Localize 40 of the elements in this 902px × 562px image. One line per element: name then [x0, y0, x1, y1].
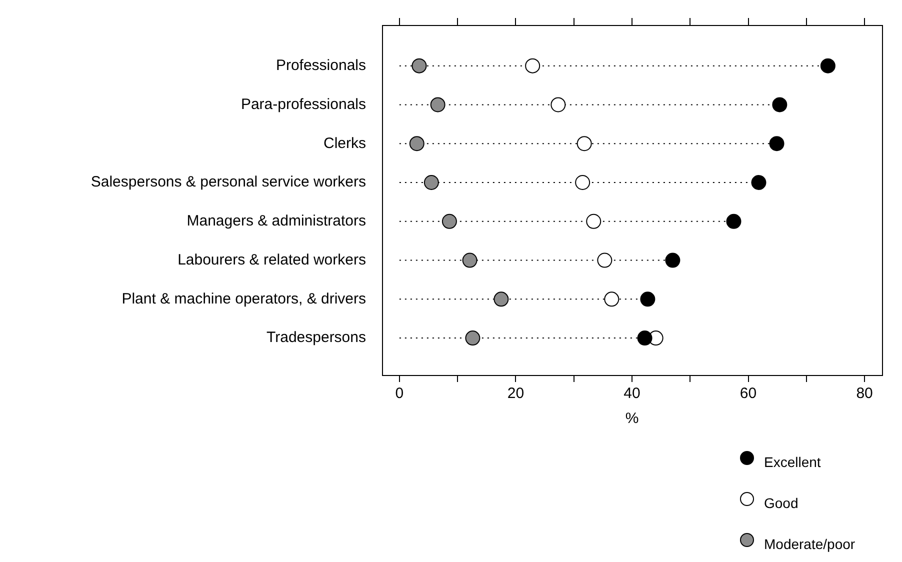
point — [430, 97, 446, 112]
x-tick-label: 60 — [740, 385, 757, 402]
x-axis-title: % — [625, 410, 639, 428]
point — [550, 97, 566, 112]
point — [465, 330, 480, 346]
y-tick-label: Managers & administrators — [186, 212, 366, 230]
point — [575, 175, 590, 190]
point — [494, 292, 509, 307]
point — [640, 292, 656, 307]
y-tick-label: Clerks — [323, 134, 366, 152]
point — [409, 136, 424, 152]
x-tick-label: 40 — [624, 385, 640, 402]
legend-label: Excellent — [764, 454, 821, 470]
point — [576, 136, 592, 152]
point — [751, 175, 766, 190]
y-tick-label: Professionals — [276, 56, 366, 74]
point — [586, 214, 602, 229]
point — [424, 175, 439, 190]
point — [442, 214, 457, 229]
legend-label: Good — [764, 494, 798, 511]
y-tick-label: Para-professionals — [240, 96, 366, 113]
x-tick-label: 20 — [507, 385, 524, 402]
point — [665, 252, 680, 268]
y-tick-label: Plant & machine operators, & drivers — [122, 290, 366, 308]
point — [604, 292, 620, 307]
y-tick-label: Labourers & related workers — [178, 251, 366, 268]
x-tick-label: 80 — [856, 385, 873, 402]
point — [637, 330, 652, 346]
x-tick-label: 0 — [395, 385, 404, 402]
point — [772, 97, 788, 112]
point — [769, 136, 784, 152]
point — [820, 58, 836, 74]
point — [462, 252, 478, 268]
y-tick-label: Salespersons & personal service workers — [90, 174, 366, 191]
point — [525, 58, 540, 74]
point — [726, 214, 742, 229]
y-tick-label: Tradespersons — [266, 329, 366, 346]
point — [412, 58, 427, 74]
point — [597, 252, 612, 268]
legend-label: Moderate/poor — [764, 536, 856, 552]
